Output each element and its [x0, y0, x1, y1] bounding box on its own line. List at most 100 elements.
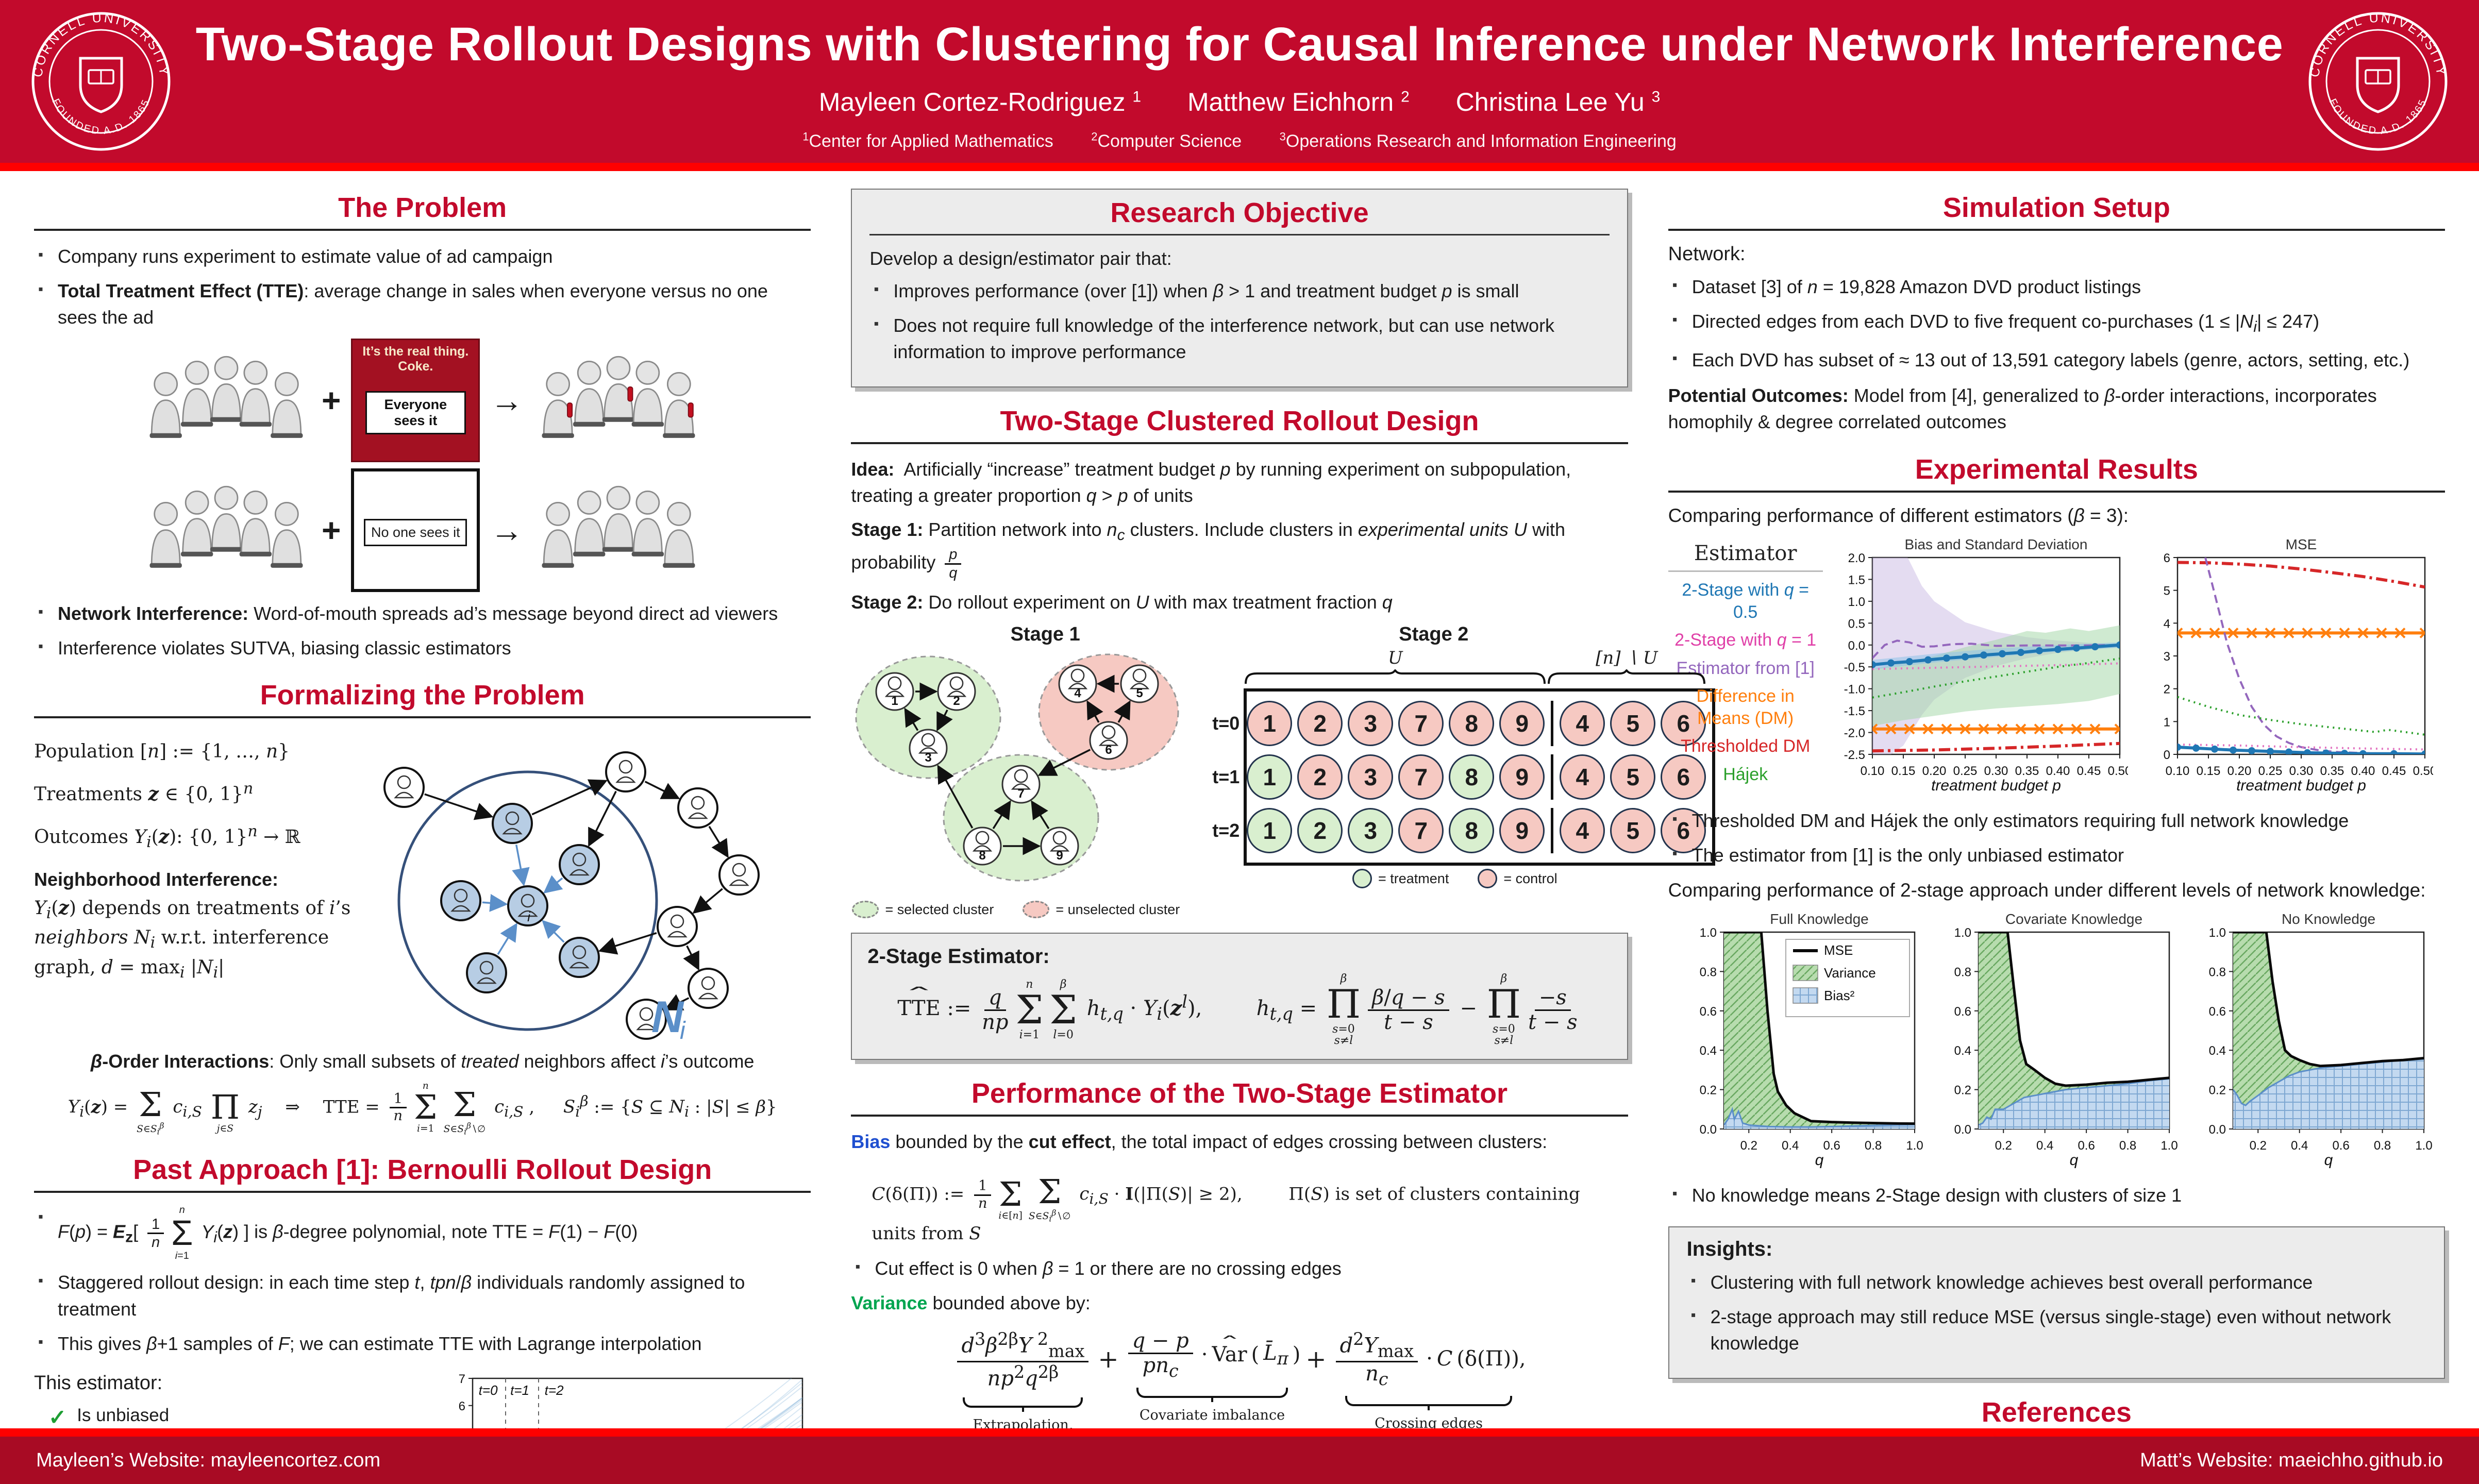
unit-cell: 2 — [1297, 754, 1343, 800]
svg-text:0.50: 0.50 — [2413, 764, 2433, 778]
bias-sd-chart: 0.10 0.15 0.20 0.25 0.30 0.35 0.40 0.45 0.50 -2.5… — [1829, 534, 2132, 799]
header: CORNELL UNIVERSITY FOUNDED A.D. 1865 CORN… — [0, 0, 2479, 163]
section-the-problem: The Problem Company runs experiment to e… — [34, 192, 811, 662]
svg-text:0.8: 0.8 — [2119, 1139, 2136, 1153]
svg-text:1.0: 1.0 — [1954, 926, 1971, 940]
svg-text:0.4: 0.4 — [1700, 1044, 1717, 1058]
arrow-icon: → — [490, 382, 524, 419]
unit-cell: 8 — [1449, 754, 1495, 800]
unit-cell: 5 — [1610, 701, 1656, 747]
section-title: Performance of the Two-Stage Estimator — [971, 1078, 1508, 1109]
svg-text:0.6: 0.6 — [1823, 1139, 1840, 1153]
bullet: This gives β+1 samples of F; we can esti… — [34, 1330, 811, 1357]
insights-box-right: Insights: Clustering with full network k… — [1668, 1226, 2445, 1379]
svg-text:1.0: 1.0 — [1848, 595, 1865, 609]
svg-text:3: 3 — [2163, 650, 2170, 664]
svg-text:2: 2 — [2163, 683, 2170, 697]
objective-intro: Develop a design/estimator pair that: — [869, 248, 1172, 269]
bullet: No knowledge means 2-Stage design with c… — [1668, 1182, 2445, 1208]
plus-operator: + — [321, 512, 341, 549]
author: Matthew Eichhorn 2 — [1187, 88, 1410, 116]
svg-text:No Knowledge: No Knowledge — [2282, 911, 2375, 927]
bullet: Staggered rollout design: in each time s… — [34, 1269, 811, 1322]
unit-cell: 3 — [1348, 701, 1394, 747]
svg-text:1.5: 1.5 — [1848, 574, 1865, 587]
matt-website-link[interactable]: Matt’s Website: maeichho.github.io — [2140, 1449, 2443, 1471]
svg-text:0.10: 0.10 — [1860, 764, 1884, 778]
svg-text:6: 6 — [2163, 551, 2170, 565]
full-knowledge-chart: 0.2 0.4 0.6 0.8 1.0 0.0 0.2 0.4 0.6 0.8 1.0 Full Kn… — [1681, 908, 1923, 1174]
svg-text:0.0: 0.0 — [2209, 1123, 2226, 1137]
mse-chart: 0.10 0.15 0.20 0.25 0.30 0.35 0.40 0.45 0.50 0 1 2 3… — [2134, 534, 2437, 799]
bullet: Thresholded DM and Hájek the only estima… — [1668, 807, 2445, 834]
section-title: Experimental Results — [1915, 454, 2198, 485]
author: Mayleen Cortez-Rodriguez 1 — [818, 88, 1142, 116]
svg-text:Variance: Variance — [1824, 965, 1876, 981]
poster-title: Two-Stage Rollout Designs with Clusterin… — [195, 18, 2284, 71]
lagrange-extrapolation-chart: t=0t=1t=20.00.20.40.60.81.0-101234567xF̂… — [429, 1365, 811, 1428]
svg-text:0.25: 0.25 — [1953, 764, 1977, 778]
svg-text:0.0: 0.0 — [1848, 639, 1865, 653]
unit-cell: 2 — [1297, 808, 1343, 854]
two-stage-estimator-box: 2-Stage Estimator: TTE := qnpnΣi=1βΣl=0 … — [851, 933, 1628, 1060]
treatment-legend-item: = control — [1478, 869, 1557, 889]
unit-cell: 6 — [1661, 701, 1706, 747]
svg-text:q: q — [2324, 1152, 2333, 1169]
bullet: Does not require full knowledge of the i… — [869, 312, 1609, 365]
stage1-cluster-diagram: 1 2 3 4 5 6 7 8 9 = selected cluster = unselected … — [851, 648, 1181, 919]
section-title: Formalizing the Problem — [260, 679, 585, 711]
svg-text:0.4: 0.4 — [1954, 1044, 1971, 1058]
svg-text:0.45: 0.45 — [2382, 764, 2406, 778]
svg-text:6: 6 — [1105, 743, 1112, 757]
svg-text:0.35: 0.35 — [2320, 764, 2344, 778]
section-title: Past Approach [1]: Bernoulli Rollout Des… — [133, 1154, 712, 1186]
svg-text:1.0: 1.0 — [1700, 926, 1717, 940]
people-group-image — [141, 350, 311, 451]
no-knowledge-chart: 0.2 0.4 0.6 0.8 1.0 0.0 0.2 0.4 0.6 0.8 1.0 No Know… — [2190, 908, 2433, 1174]
stage2-title: Stage 2 — [1399, 623, 1469, 646]
unit-cell: 4 — [1560, 754, 1605, 800]
svg-text:0.0: 0.0 — [1954, 1123, 1971, 1137]
legend-entry: Difference in Means (DM) — [1696, 686, 1795, 728]
svg-text:0.8: 0.8 — [2374, 1139, 2391, 1153]
svg-text:-1.0: -1.0 — [1844, 683, 1865, 697]
mayleen-website-link[interactable]: Mayleen’s Website: mayleencortez.com — [36, 1449, 381, 1471]
unit-cell: 3 — [1348, 808, 1394, 854]
svg-text:0.8: 0.8 — [1954, 966, 1971, 980]
bullet: 2-stage approach may still reduce MSE (v… — [1687, 1304, 2426, 1356]
svg-text:t=0: t=0 — [479, 1382, 498, 1398]
underbrace — [1345, 1395, 1513, 1406]
column-middle: Research Objective Develop a design/esti… — [851, 189, 1716, 1428]
stage1-line: Stage 1: Partition network into nc clust… — [851, 519, 1565, 581]
svg-text:0.2: 0.2 — [2250, 1139, 2267, 1153]
svg-text:0.8: 0.8 — [1865, 1139, 1882, 1153]
comparing-estimators-line: Comparing performance of different estim… — [1668, 505, 2129, 527]
svg-text:Covariate Knowledge: Covariate Knowledge — [2005, 911, 2142, 927]
author: Christina Lee Yu 3 — [1455, 88, 1661, 116]
svg-text:0.2: 0.2 — [2209, 1084, 2226, 1098]
svg-text:t=2: t=2 — [545, 1382, 564, 1398]
section-title: Simulation Setup — [1942, 192, 2170, 223]
svg-text:5: 5 — [2163, 584, 2170, 598]
svg-text:7: 7 — [459, 1372, 465, 1386]
section-references: References [1]Mayleen Cortez, Matthew Ei… — [1668, 1396, 2445, 1428]
bullet: Improves performance (over [1]) when β >… — [869, 278, 1609, 304]
svg-text:0.5: 0.5 — [1848, 617, 1865, 631]
unit-cell: 1 — [1247, 754, 1293, 800]
research-objective-box: Research Objective Develop a design/esti… — [851, 189, 1628, 388]
svg-text:6: 6 — [459, 1399, 465, 1413]
legend-entry: Thresholded DM — [1680, 736, 1811, 756]
svg-text:treatment budget p: treatment budget p — [1931, 777, 2061, 794]
unit-cell: 9 — [1499, 701, 1545, 747]
svg-text:0.8: 0.8 — [2209, 966, 2226, 980]
affiliation: 1Center for Applied Mathematics — [802, 130, 1053, 151]
bullet: Clustering with full network knowledge a… — [1687, 1269, 2426, 1295]
unit-cell: 7 — [1398, 701, 1444, 747]
unit-cell: 1 — [1247, 808, 1293, 854]
everyone-sees-it-label: Everyone sees it — [365, 391, 466, 434]
